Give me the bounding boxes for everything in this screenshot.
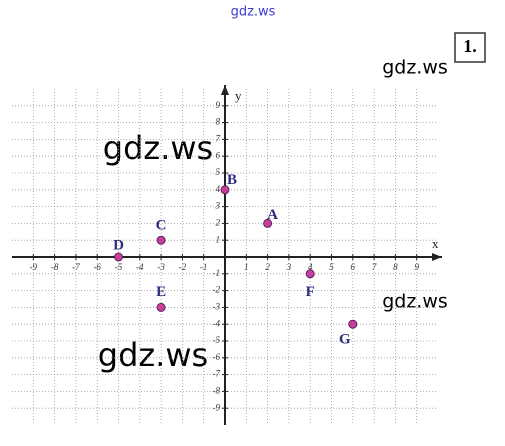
watermark: gdz.ws [382, 291, 448, 313]
watermark: gdz.ws [382, 57, 448, 79]
point-label: G [339, 332, 351, 348]
point [114, 252, 123, 262]
x-axis-arrow [432, 253, 442, 261]
x-tick-label: 9 [414, 262, 419, 272]
y-tick-label: -9 [213, 402, 221, 412]
x-tick-label: -9 [30, 262, 38, 272]
x-tick-label: 6 [351, 262, 356, 272]
x-tick-label: 3 [286, 262, 292, 272]
watermark: gdz.ws [98, 336, 208, 374]
y-tick-label: -3 [213, 301, 221, 311]
exercise-number: 1. [463, 36, 477, 56]
y-tick-label: -5 [213, 335, 221, 345]
y-tick-label: 4 [216, 184, 221, 194]
y-tick-label: 6 [216, 150, 221, 160]
point-label: E [156, 284, 166, 300]
point-label: C [156, 218, 167, 234]
number-box [454, 32, 486, 63]
x-tick-label: 1 [244, 262, 249, 272]
watermark: gdz.ws [231, 5, 276, 20]
y-tick-label: 8 [216, 117, 221, 127]
x-tick-label: -1 [200, 262, 208, 272]
y-tick-label: 1 [216, 234, 221, 244]
y-tick-label: -4 [213, 318, 221, 328]
y-tick-label: -8 [213, 385, 221, 395]
x-tick-label: 5 [329, 262, 334, 272]
x-tick-label: -7 [72, 262, 80, 272]
x-axis-label: x [432, 236, 439, 251]
y-tick-label: 5 [216, 167, 221, 177]
y-tick-label: -2 [213, 285, 221, 295]
x-tick-label: -2 [179, 262, 187, 272]
x-tick-label: -8 [51, 262, 59, 272]
point-label: D [113, 237, 124, 253]
point [263, 218, 273, 228]
y-tick-label: -1 [213, 268, 221, 278]
y-tick-label: 7 [216, 133, 221, 143]
point [156, 302, 166, 312]
x-tick-label: 7 [372, 262, 377, 272]
x-tick-label: 2 [265, 262, 270, 272]
point [305, 269, 315, 279]
watermark: gdz.ws [103, 129, 213, 167]
y-tick-label: -7 [213, 369, 221, 379]
x-tick-label: -4 [136, 262, 144, 272]
x-tick-label: 8 [393, 262, 398, 272]
y-axis-arrow [221, 85, 229, 95]
point-label: B [227, 172, 237, 188]
x-tick-label: -3 [157, 262, 165, 272]
point [348, 319, 358, 329]
y-tick-label: 2 [216, 217, 221, 227]
y-tick-label: -6 [213, 352, 221, 362]
point [220, 185, 230, 195]
point-label: A [267, 207, 278, 223]
x-tick-label: -5 [115, 262, 123, 272]
x-tick-label: 4 [308, 262, 313, 272]
y-tick-label: 3 [215, 201, 221, 211]
x-tick-label: -6 [93, 262, 101, 272]
point [156, 235, 166, 245]
point-label: F [306, 284, 315, 300]
y-tick-label: 9 [216, 100, 221, 110]
y-axis-label: y [235, 88, 242, 103]
